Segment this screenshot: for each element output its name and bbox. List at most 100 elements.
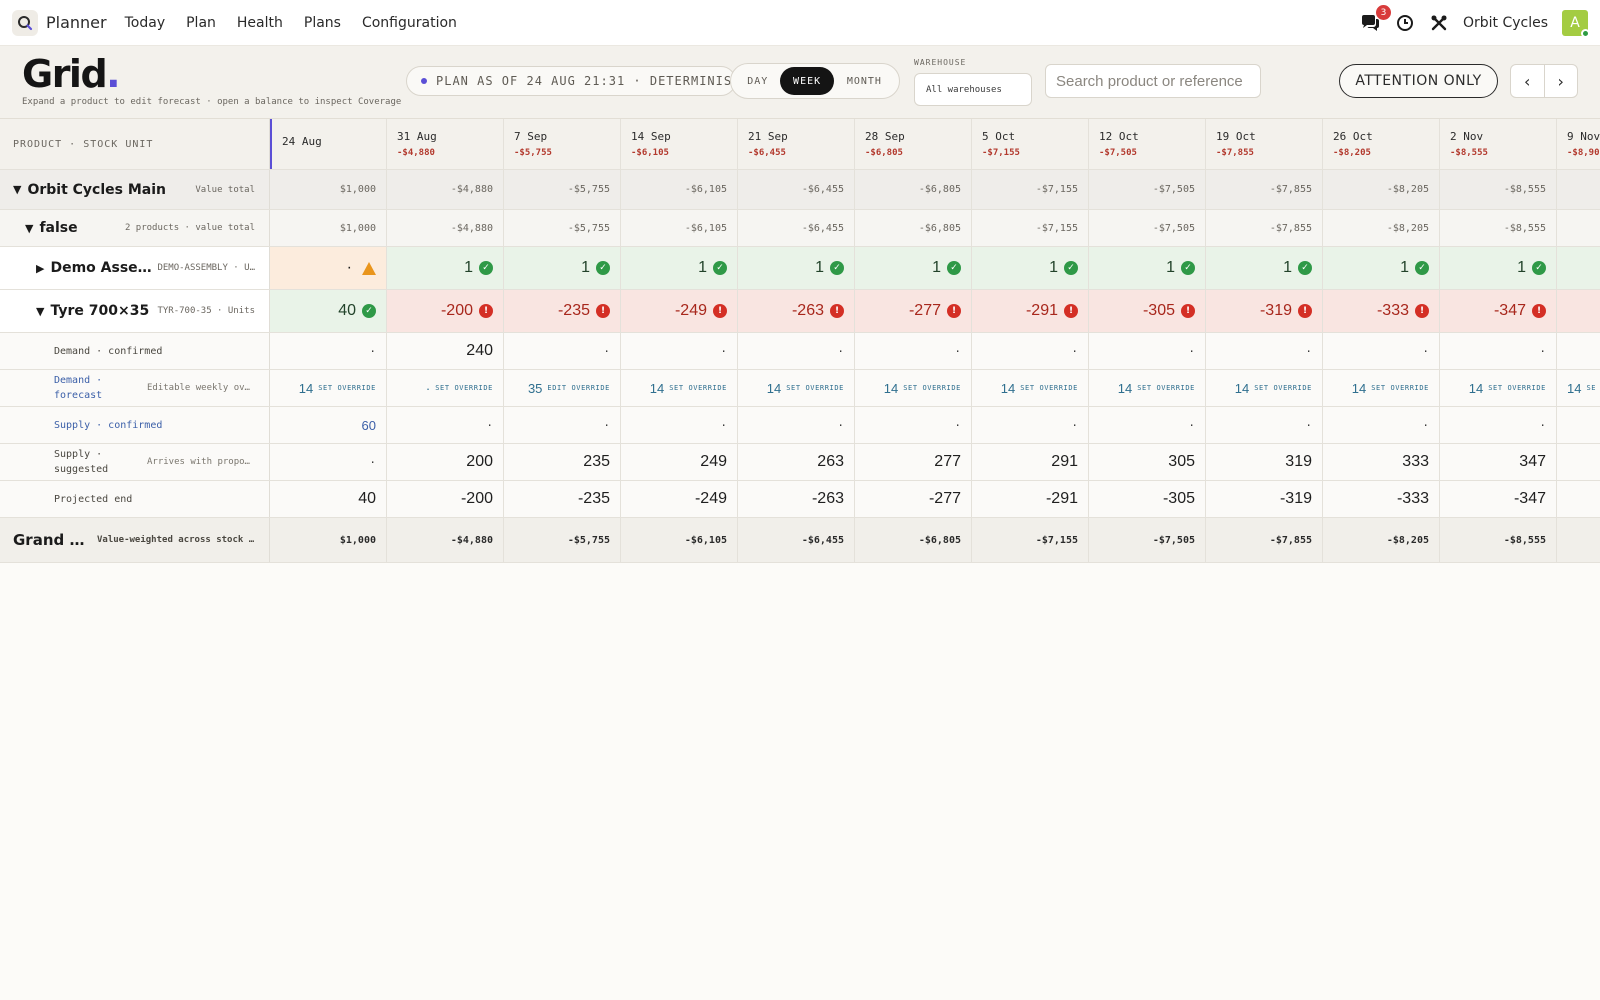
nav-link-today[interactable]: Today <box>124 14 166 31</box>
override-action[interactable]: SET OVERRIDE <box>1020 384 1078 392</box>
balance-cell[interactable]: -319! <box>1206 290 1323 332</box>
group-row-sub[interactable]: ▼ false 2 products · value total $1,000 -$4,… <box>0 210 1600 247</box>
forecast-override-cell[interactable]: 35 EDIT OVERRIDE <box>504 370 621 406</box>
product-row-tyre[interactable]: ▼ Tyre 700×35 TYR-700-35 · Units 40 ✓ -200! -2… <box>0 290 1600 333</box>
detail-value-cell[interactable]: · <box>387 407 504 443</box>
override-control[interactable]: · SET OVERRIDE <box>426 381 493 396</box>
detail-value-cell[interactable]: · <box>621 407 738 443</box>
override-control[interactable]: 14 SET OVERRIDE <box>884 381 961 396</box>
forecast-override-cell[interactable]: 14 SET OVERRIDE <box>1440 370 1557 406</box>
balance-cell[interactable] <box>1557 247 1600 289</box>
collapse-caret-icon[interactable]: ▼ <box>13 183 22 196</box>
column-header[interactable]: 31 Aug -$4,880 <box>387 119 504 169</box>
balance-cell[interactable]: -291! <box>972 290 1089 332</box>
balance-cell[interactable]: 1 ✓ <box>738 247 855 289</box>
group-row-main[interactable]: ▼ Orbit Cycles Main Value total $1,000 -$4,8… <box>0 170 1600 210</box>
collapse-caret-icon[interactable]: ▼ <box>36 304 45 318</box>
override-control[interactable]: 14 SE <box>1567 381 1596 396</box>
plan-info-pill[interactable]: PLAN AS OF 24 AUG 21:31 · DETERMINISTIC <box>406 66 736 96</box>
override-control[interactable]: 14 SET OVERRIDE <box>650 381 727 396</box>
override-control[interactable]: 14 SET OVERRIDE <box>1118 381 1195 396</box>
override-control[interactable]: 14 SET OVERRIDE <box>1352 381 1429 396</box>
expand-caret-icon[interactable]: ▶ <box>36 261 45 275</box>
forecast-override-cell[interactable]: 14 SET OVERRIDE <box>1206 370 1323 406</box>
column-header[interactable]: 24 Aug <box>270 119 387 169</box>
search-input[interactable] <box>1045 64 1261 98</box>
forecast-override-cell[interactable]: 14 SE <box>1557 370 1600 406</box>
column-header[interactable]: 14 Sep -$6,105 <box>621 119 738 169</box>
forecast-override-cell[interactable]: 14 SET OVERRIDE <box>621 370 738 406</box>
column-header[interactable]: 7 Sep -$5,755 <box>504 119 621 169</box>
warehouse-select[interactable]: All warehouses <box>914 73 1032 106</box>
balance-cell[interactable]: 1 ✓ <box>855 247 972 289</box>
balance-cell[interactable]: -200! <box>387 290 504 332</box>
detail-value-cell[interactable]: · <box>1089 407 1206 443</box>
balance-cell[interactable]: -235! <box>504 290 621 332</box>
balance-cell[interactable]: 40 ✓ <box>270 290 387 332</box>
attention-only-button[interactable]: ATTENTION ONLY <box>1339 64 1498 98</box>
column-header[interactable]: 9 Nov -$8,905 <box>1557 119 1600 169</box>
nav-link-plan[interactable]: Plan <box>186 14 216 31</box>
product-row-tyre-label[interactable]: ▼ Tyre 700×35 TYR-700-35 · Units <box>0 290 270 332</box>
previous-period-button[interactable]: ‹ <box>1511 65 1545 97</box>
override-action[interactable]: SET OVERRIDE <box>1488 384 1546 392</box>
override-control[interactable]: 14 SET OVERRIDE <box>767 381 844 396</box>
nav-link-health[interactable]: Health <box>236 14 283 31</box>
balance-cell[interactable]: -249! <box>621 290 738 332</box>
detail-value-cell[interactable]: 60 <box>270 407 387 443</box>
override-action[interactable]: SET OVERRIDE <box>435 384 493 392</box>
detail-value-cell[interactable] <box>1557 407 1600 443</box>
detail-value-cell[interactable]: · <box>855 407 972 443</box>
override-control[interactable]: 14 SET OVERRIDE <box>299 381 376 396</box>
override-control[interactable]: 14 SET OVERRIDE <box>1235 381 1312 396</box>
column-header[interactable]: 19 Oct -$7,855 <box>1206 119 1323 169</box>
forecast-override-cell[interactable]: 14 SET OVERRIDE <box>270 370 387 406</box>
product-row-demo-assembly-label[interactable]: ▶ Demo Asse… DEMO-ASSEMBLY · U… <box>0 247 270 289</box>
detail-value-cell[interactable]: · <box>1323 407 1440 443</box>
override-action[interactable]: SET OVERRIDE <box>1371 384 1429 392</box>
nav-link-plans[interactable]: Plans <box>303 14 341 31</box>
balance-cell[interactable]: 1 ✓ <box>1440 247 1557 289</box>
balance-cell[interactable]: -263! <box>738 290 855 332</box>
messages-button[interactable]: 3 <box>1359 5 1391 34</box>
balance-cell[interactable]: 1 ✓ <box>1323 247 1440 289</box>
balance-cell[interactable]: 1 ✓ <box>387 247 504 289</box>
column-header[interactable]: 21 Sep -$6,455 <box>738 119 855 169</box>
product-row-demo-assembly[interactable]: ▶ Demo Asse… DEMO-ASSEMBLY · U… · 1 ✓ 1 ✓ 1 ✓ 1 ✓ 1 ✓… <box>0 247 1600 290</box>
balance-cell[interactable] <box>1557 290 1600 332</box>
granularity-day-button[interactable]: DAY <box>747 75 769 87</box>
override-action[interactable]: SE <box>1586 384 1597 392</box>
app-logo-icon[interactable] <box>12 9 38 36</box>
override-action[interactable]: SET OVERRIDE <box>903 384 961 392</box>
override-action[interactable]: SET OVERRIDE <box>1254 384 1312 392</box>
next-period-button[interactable]: › <box>1557 71 1564 91</box>
org-name[interactable]: Orbit Cycles <box>1462 15 1548 31</box>
column-header[interactable]: 2 Nov -$8,555 <box>1440 119 1557 169</box>
collapse-caret-icon[interactable]: ▼ <box>25 221 34 235</box>
override-action[interactable]: EDIT OVERRIDE <box>547 384 610 392</box>
balance-cell[interactable]: -333! <box>1323 290 1440 332</box>
detail-value-cell[interactable]: · <box>1440 407 1557 443</box>
balance-cell[interactable]: 1 ✓ <box>621 247 738 289</box>
override-action[interactable]: SET OVERRIDE <box>669 384 727 392</box>
forecast-override-cell[interactable]: 14 SET OVERRIDE <box>1089 370 1206 406</box>
forecast-override-cell[interactable]: 14 SET OVERRIDE <box>738 370 855 406</box>
granularity-week-button[interactable]: WEEK <box>780 67 834 95</box>
tools-button[interactable] <box>1429 13 1449 33</box>
balance-cell[interactable]: -347! <box>1440 290 1557 332</box>
balance-cell[interactable]: -277! <box>855 290 972 332</box>
history-button[interactable] <box>1395 13 1415 33</box>
detail-value-cell[interactable]: · <box>1206 407 1323 443</box>
column-header[interactable]: 12 Oct -$7,505 <box>1089 119 1206 169</box>
column-header[interactable]: 28 Sep -$6,805 <box>855 119 972 169</box>
balance-cell[interactable]: 1 ✓ <box>504 247 621 289</box>
override-control[interactable]: 35 EDIT OVERRIDE <box>528 381 610 396</box>
column-header[interactable]: 5 Oct -$7,155 <box>972 119 1089 169</box>
nav-link-configuration[interactable]: Configuration <box>361 14 457 31</box>
override-control[interactable]: 14 SET OVERRIDE <box>1469 381 1546 396</box>
avatar[interactable]: A <box>1562 10 1590 38</box>
forecast-override-cell[interactable]: 14 SET OVERRIDE <box>855 370 972 406</box>
forecast-override-cell[interactable]: · SET OVERRIDE <box>387 370 504 406</box>
balance-cell[interactable]: 1 ✓ <box>972 247 1089 289</box>
override-action[interactable]: SET OVERRIDE <box>786 384 844 392</box>
